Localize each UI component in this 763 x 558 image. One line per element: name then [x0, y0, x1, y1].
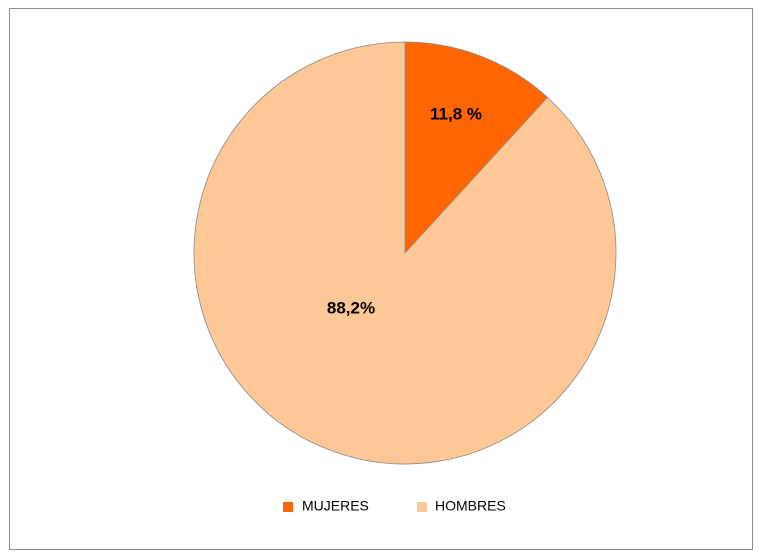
- pie-slice-mujeres: [404, 41, 549, 255]
- legend-swatch-mujeres: [283, 502, 293, 512]
- pie-slices: [193, 41, 617, 465]
- slice-label-hombres: 88,2%: [327, 298, 375, 317]
- legend-swatch-hombres: [417, 502, 427, 512]
- legend-label-hombres: HOMBRES: [435, 498, 506, 514]
- pie-slice-labels: 11,8 % 88,2%: [327, 104, 482, 317]
- pie-slice-hombres: [193, 41, 617, 465]
- chart-legend: MUJERES HOMBRES: [283, 498, 506, 514]
- slice-label-mujeres: 11,8 %: [430, 104, 482, 123]
- legend-label-mujeres: MUJERES: [302, 498, 369, 514]
